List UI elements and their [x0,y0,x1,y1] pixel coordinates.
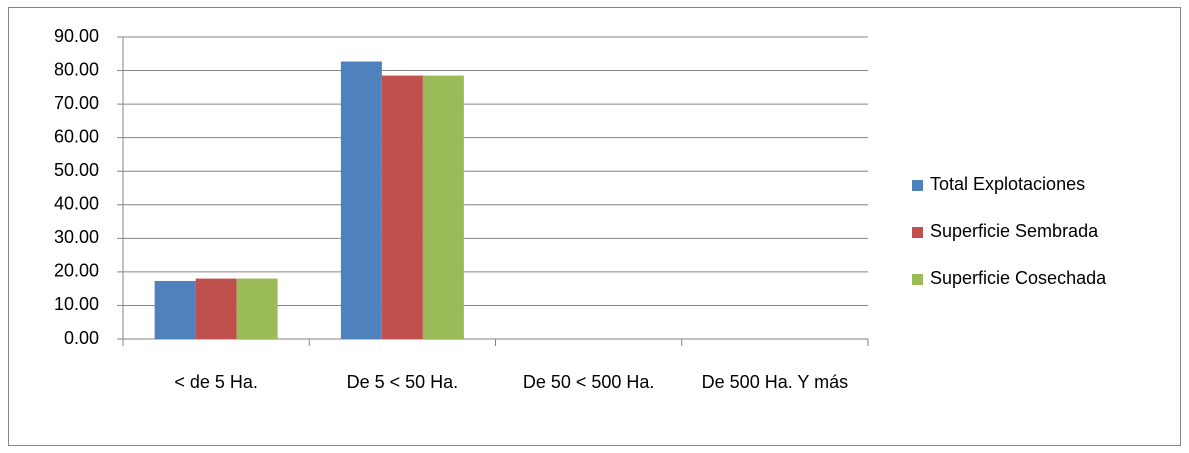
x-tick-label: < de 5 Ha. [174,372,258,392]
y-tick-label: 0.00 [64,328,99,348]
legend-swatch [912,180,923,191]
y-tick-label: 50.00 [54,160,99,180]
y-tick-label: 80.00 [54,59,99,79]
y-tick-label: 90.00 [54,26,99,46]
bar [154,280,196,339]
chart-border [8,7,1181,446]
y-tick-label: 70.00 [54,93,99,113]
bar [422,75,464,339]
bar [195,278,237,339]
x-tick-label: De 50 < 500 Ha. [523,372,655,392]
x-tick-label: De 5 < 50 Ha. [347,372,459,392]
legend-swatch [912,227,923,238]
legend-label: Superficie Sembrada [930,221,1099,241]
bar [236,278,278,339]
y-tick-label: 30.00 [54,227,99,247]
y-tick-label: 20.00 [54,261,99,281]
y-tick-label: 40.00 [54,194,99,214]
bar [340,61,382,340]
legend-label: Total Explotaciones [930,174,1085,194]
x-tick-label: De 500 Ha. Y más [702,372,848,392]
legend-label: Superficie Cosechada [930,268,1107,288]
legend-swatch [912,274,923,285]
bar [381,75,423,339]
y-tick-label: 60.00 [54,126,99,146]
y-tick-label: 10.00 [54,294,99,314]
